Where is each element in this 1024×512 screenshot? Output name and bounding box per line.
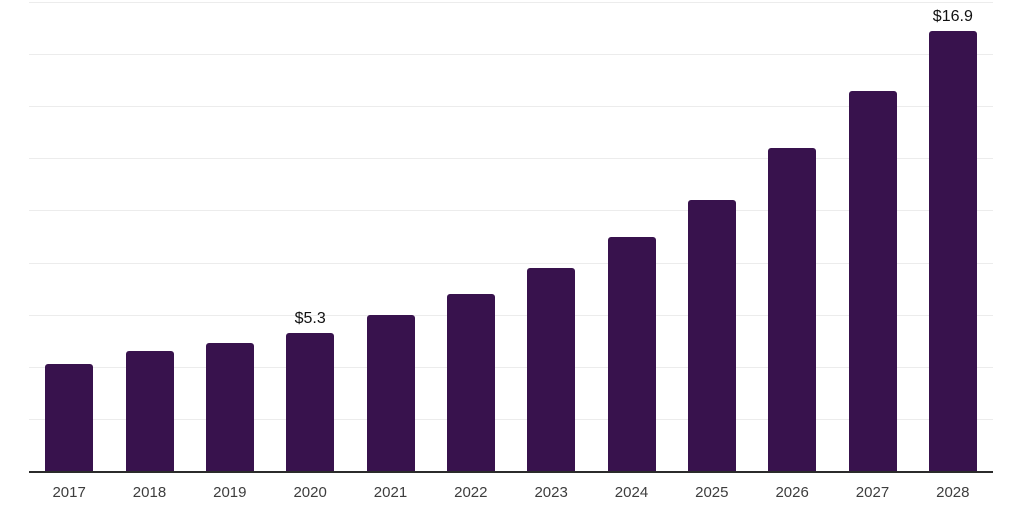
x-tick-label-2023: 2023 — [534, 484, 568, 501]
bar-2020 — [286, 332, 335, 471]
x-tick-label-2020: 2020 — [293, 484, 327, 501]
gridline — [29, 314, 993, 316]
gridline — [29, 2, 993, 3]
bar-2023 — [527, 267, 576, 471]
gridline — [29, 54, 993, 56]
x-tick-label-2017: 2017 — [52, 484, 86, 501]
x-tick-label-2028: 2028 — [936, 484, 970, 501]
x-tick-label-2021: 2021 — [373, 484, 408, 501]
x-tick-label-2019: 2019 — [213, 484, 247, 501]
data-label-2028: $16.9 — [932, 7, 973, 25]
bar-2024 — [607, 236, 656, 471]
gridline — [29, 158, 993, 160]
x-tick-label-2022: 2022 — [454, 484, 488, 501]
bar-2022 — [446, 293, 495, 471]
data-label-2020: $5.3 — [294, 309, 326, 327]
x-axis-line — [29, 471, 993, 473]
x-tick-label-2025: 2025 — [695, 484, 729, 501]
bar-2019 — [205, 343, 254, 471]
bar-2027 — [848, 90, 897, 471]
x-tick-label-2018: 2018 — [132, 484, 167, 501]
x-tick-label-2024: 2024 — [614, 484, 649, 501]
bar-2021 — [366, 314, 415, 471]
bar-2018 — [125, 351, 174, 471]
x-tick-label-2027: 2027 — [855, 484, 890, 501]
bar-2026 — [768, 147, 817, 471]
gridline — [29, 262, 993, 264]
bar-2017 — [45, 364, 94, 471]
x-tick-label-2026: 2026 — [775, 484, 809, 501]
bar-2028 — [928, 30, 977, 471]
gridline — [29, 418, 993, 420]
gridline — [29, 106, 993, 108]
gridline — [29, 366, 993, 368]
gridline — [29, 210, 993, 212]
bar-2025 — [687, 200, 736, 471]
